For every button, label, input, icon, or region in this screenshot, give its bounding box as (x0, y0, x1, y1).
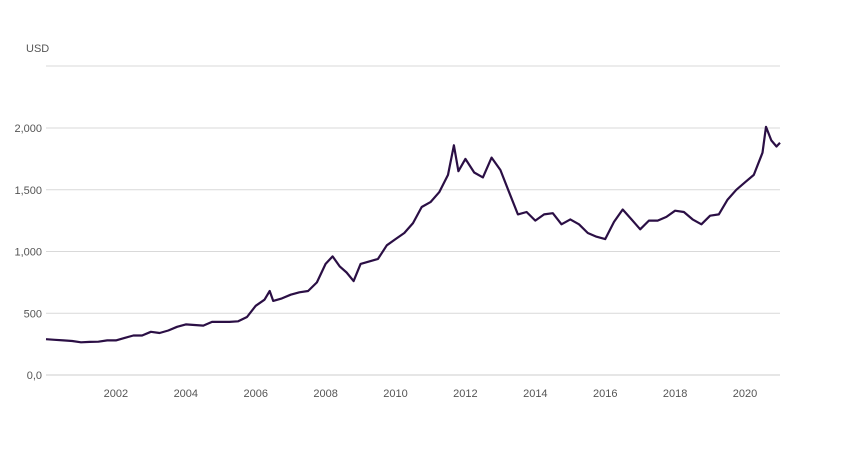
x-axis-tick-labels: 2002 2004 2006 2008 2010 2012 2014 2016 2018 2020 (104, 388, 758, 400)
y-tick-label: 1,000 (14, 247, 42, 259)
x-tick-label: 2008 (313, 388, 337, 400)
x-tick-label: 2012 (453, 388, 477, 400)
y-tick-label: 500 (24, 308, 42, 320)
x-tick-label: 2016 (593, 388, 617, 400)
x-tick-label: 2002 (104, 388, 128, 400)
x-tick-label: 2004 (174, 388, 198, 400)
x-tick-label: 2020 (733, 388, 757, 400)
grid-lines (46, 65, 780, 376)
x-tick-label: 2014 (523, 388, 547, 400)
y-tick-label: 0,0 (27, 370, 42, 382)
x-tick-label: 2018 (663, 388, 687, 400)
y-axis-unit-label: USD (26, 43, 49, 55)
y-tick-label: 1,500 (14, 185, 42, 197)
y-axis-tick-labels: 0,0 500 1,000 1,500 2,000 (14, 123, 42, 382)
y-tick-label: 2,000 (14, 123, 42, 135)
x-tick-label: 2010 (383, 388, 407, 400)
x-tick-label: 2006 (243, 388, 267, 400)
price-series-line (45, 125, 781, 344)
